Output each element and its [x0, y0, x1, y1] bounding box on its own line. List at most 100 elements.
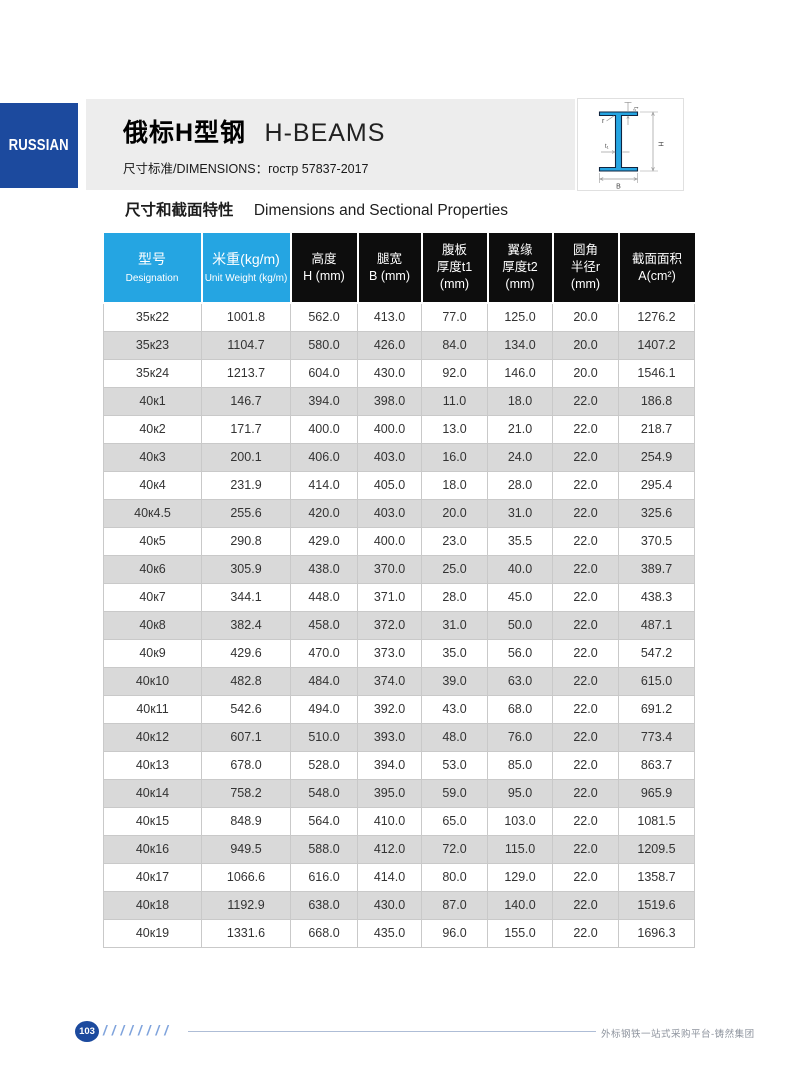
table-row: 40к15 848.9 564.0 410.0 65.0 103.0 22.0 1081.5 [103, 806, 695, 836]
column-header-line: 圆角 [572, 243, 598, 258]
table-cell: 412.0 [357, 834, 422, 864]
table-cell: 22.0 [552, 386, 619, 416]
table-cell: 305.9 [201, 554, 291, 584]
table-cell: 40к4 [103, 470, 202, 500]
table-cell: 403.0 [357, 498, 422, 528]
table-cell: 429.6 [201, 638, 291, 668]
table-cell: 254.9 [618, 442, 695, 472]
table-cell: 129.0 [487, 862, 553, 892]
table-cell: 59.0 [421, 778, 488, 808]
column-header-line: 厚度t2 [502, 260, 538, 275]
footer-divider-line [188, 1031, 596, 1032]
table-cell: 413.0 [357, 302, 422, 332]
table-cell: 400.0 [357, 526, 422, 556]
column-header-line: 米重(kg/m) [212, 250, 280, 267]
table-cell: 420.0 [290, 498, 358, 528]
column-header-line: H (mm) [303, 268, 345, 283]
table-cell: 374.0 [357, 666, 422, 696]
table-cell: 370.0 [357, 554, 422, 584]
column-header-4: 腹板厚度t1 (mm) [421, 233, 489, 304]
table-cell: 1066.6 [201, 862, 291, 892]
table-cell: 18.0 [421, 470, 488, 500]
table-cell: 580.0 [290, 330, 358, 360]
table-cell: 22.0 [552, 554, 619, 584]
table-cell: 218.7 [618, 414, 695, 444]
table-cell: 604.0 [290, 358, 358, 388]
table-row: 40к4.5 255.6 420.0 403.0 20.0 31.0 22.0 325.6 [103, 498, 695, 528]
table-cell: 403.0 [357, 442, 422, 472]
page-number-badge: 103 [75, 1021, 99, 1042]
table-cell: 22.0 [552, 470, 619, 500]
table-cell: 965.9 [618, 778, 695, 808]
table-cell: 295.4 [618, 470, 695, 500]
table-cell: 80.0 [421, 862, 488, 892]
dimensions-table: 型号 Designation 米重(kg/m) Unit Weight (kg/m) 高… [103, 233, 695, 948]
table-cell: 426.0 [357, 330, 422, 360]
table-cell: 40.0 [487, 554, 553, 584]
table-cell: 22.0 [552, 834, 619, 864]
diagram-label-H: H [657, 141, 664, 146]
table-cell: 96.0 [421, 918, 488, 948]
table-cell: 22.0 [552, 722, 619, 752]
table-cell: 406.0 [290, 442, 358, 472]
table-cell: 22.0 [552, 862, 619, 892]
table-cell: 255.6 [201, 498, 291, 528]
table-cell: 22.0 [552, 414, 619, 444]
table-cell: 40к18 [103, 890, 202, 920]
table-cell: 40к12 [103, 722, 202, 752]
table-cell: 1331.6 [201, 918, 291, 948]
table-cell: 773.4 [618, 722, 695, 752]
diagram-label-r: r [602, 118, 605, 125]
table-cell: 22.0 [552, 610, 619, 640]
table-cell: 1209.5 [618, 834, 695, 864]
table-cell: 22.0 [552, 498, 619, 528]
column-header-line: B (mm) [369, 268, 410, 283]
column-header-line: (mm) [505, 276, 535, 291]
table-cell: 414.0 [290, 470, 358, 500]
table-row: 40к16 949.5 588.0 412.0 72.0 115.0 22.0 1209.5 [103, 834, 695, 864]
table-cell: 20.0 [421, 498, 488, 528]
table-cell: 77.0 [421, 302, 488, 332]
table-cell: 668.0 [290, 918, 358, 948]
table-cell: 85.0 [487, 750, 553, 780]
table-cell: 40к4.5 [103, 498, 202, 528]
table-cell: 458.0 [290, 610, 358, 640]
column-header-line: 腹板 [441, 243, 467, 258]
table-cell: 13.0 [421, 414, 488, 444]
column-header-line: 厚度t1 [436, 260, 473, 275]
table-cell: 691.2 [618, 694, 695, 724]
table-cell: 40к9 [103, 638, 202, 668]
table-cell: 53.0 [421, 750, 488, 780]
table-cell: 372.0 [357, 610, 422, 640]
table-cell: 22.0 [552, 806, 619, 836]
dimension-standard-subtitle: 尺寸标准/DIMENSIONS：гостр 57837-2017 [123, 162, 369, 176]
column-header-1: 米重(kg/m) Unit Weight (kg/m) [201, 233, 292, 304]
table-row: 40к8 382.4 458.0 372.0 31.0 50.0 22.0 487.1 [103, 610, 695, 640]
russian-banner: RUSSIAN [0, 103, 78, 188]
table-cell: 430.0 [357, 890, 422, 920]
table-cell: 373.0 [357, 638, 422, 668]
table-row: 40к12 607.1 510.0 393.0 48.0 76.0 22.0 773.4 [103, 722, 695, 752]
footer-brand-text: 外标钢铁一站式采购平台-铸然集团 [601, 1029, 755, 1040]
column-header-2: 高度 H (mm) [290, 233, 359, 304]
header-panel: 俄标H型钢 H-BEAMS 尺寸标准/DIMENSIONS：гостр 5783… [86, 99, 575, 190]
table-cell: 1192.9 [201, 890, 291, 920]
table-cell: 65.0 [421, 806, 488, 836]
table-row: 35к22 1001.8 562.0 413.0 77.0 125.0 20.0 1276.2 [103, 302, 695, 332]
table-cell: 35к22 [103, 302, 202, 332]
table-cell: 863.7 [618, 750, 695, 780]
column-header-line: (mm) [439, 276, 470, 291]
table-cell: 76.0 [487, 722, 553, 752]
table-cell: 370.5 [618, 526, 695, 556]
column-header-line: 半径r [570, 260, 601, 275]
section-title-en: Dimensions and Sectional Properties [253, 202, 508, 219]
table-cell: 31.0 [421, 610, 488, 640]
table-cell: 20.0 [552, 330, 619, 360]
table-cell: 448.0 [290, 582, 358, 612]
table-cell: 1358.7 [618, 862, 695, 892]
hbeam-shape [598, 111, 639, 172]
table-cell: 1081.5 [618, 806, 695, 836]
table-cell: 23.0 [421, 526, 488, 556]
table-cell: 16.0 [421, 442, 488, 472]
table-cell: 28.0 [487, 470, 553, 500]
